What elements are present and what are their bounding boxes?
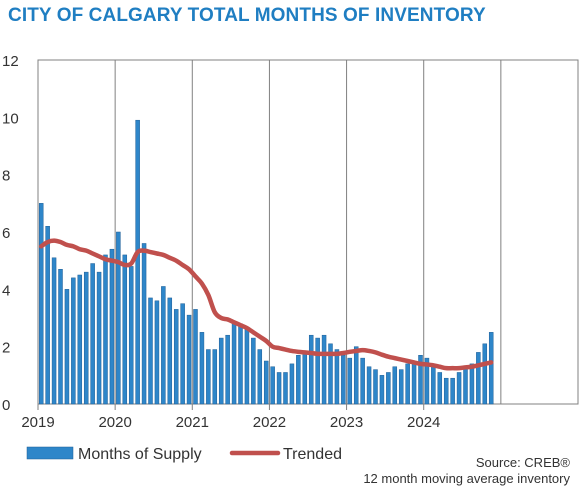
bar xyxy=(302,352,308,405)
bar xyxy=(218,337,224,405)
bar xyxy=(96,271,102,405)
bar xyxy=(90,263,95,405)
bar xyxy=(392,366,398,405)
bar xyxy=(77,274,83,405)
bar xyxy=(386,372,391,405)
bar xyxy=(128,266,134,405)
bar xyxy=(443,377,449,405)
bar xyxy=(431,366,436,405)
bar xyxy=(469,363,475,405)
bar xyxy=(225,334,230,405)
bar xyxy=(231,323,237,405)
legend-swatch-months-of-supply xyxy=(26,446,74,460)
trend-line xyxy=(38,238,494,371)
bar xyxy=(456,372,462,405)
bar xyxy=(251,337,256,405)
source-credit: Source: CREB® xyxy=(475,455,570,470)
bar xyxy=(167,297,173,405)
bar-series xyxy=(38,119,494,405)
bar xyxy=(58,269,63,405)
bar xyxy=(161,286,166,405)
bar xyxy=(206,349,211,405)
bar xyxy=(379,375,385,405)
y-tick-label: 10 xyxy=(2,110,19,127)
bar xyxy=(450,377,455,405)
source-note: 12 month moving average inventory xyxy=(363,471,570,486)
bar xyxy=(405,363,410,405)
legend-label-months-of-supply: Months of Supply xyxy=(78,446,202,463)
bar xyxy=(296,355,301,405)
plot-frame xyxy=(37,59,579,405)
bar xyxy=(463,366,468,405)
y-tick-label: 6 xyxy=(2,225,10,242)
bar xyxy=(141,243,147,405)
bar xyxy=(482,343,488,405)
x-tick-label: 2023 xyxy=(330,414,363,431)
x-tick-label: 2021 xyxy=(176,414,209,431)
bar xyxy=(244,329,250,405)
bar xyxy=(289,363,295,405)
bar xyxy=(45,226,50,405)
bar xyxy=(411,363,417,405)
legend: Months of Supply Trended xyxy=(26,446,342,463)
x-tick-label: 2022 xyxy=(253,414,286,431)
bar xyxy=(366,366,372,405)
bar xyxy=(270,366,275,405)
bar xyxy=(193,309,198,405)
bar xyxy=(199,332,205,405)
bar xyxy=(71,277,76,405)
x-tick-label: 2019 xyxy=(21,414,54,431)
bar xyxy=(328,343,333,405)
bar xyxy=(186,314,192,405)
bar xyxy=(315,337,320,405)
x-tick-label: 2024 xyxy=(407,414,440,431)
y-tick-label: 12 xyxy=(2,53,19,70)
bar xyxy=(347,357,353,405)
bar xyxy=(212,349,218,405)
bar xyxy=(122,254,128,405)
grid-layer xyxy=(37,59,579,405)
bar xyxy=(38,203,44,405)
bar xyxy=(373,369,378,405)
bar xyxy=(341,355,346,405)
bar xyxy=(148,297,153,405)
bar xyxy=(437,372,443,405)
bar xyxy=(64,289,70,405)
y-tick-label: 8 xyxy=(2,168,10,185)
bar xyxy=(321,334,327,405)
bar xyxy=(51,257,57,405)
bar xyxy=(263,360,269,405)
y-tick-label: 2 xyxy=(2,340,10,357)
x-tick-label: 2020 xyxy=(98,414,131,431)
bar xyxy=(257,349,263,405)
bar xyxy=(154,300,160,405)
bar xyxy=(109,248,115,405)
bar xyxy=(173,309,179,405)
legend-label-trended: Trended xyxy=(283,446,342,463)
bar xyxy=(83,271,89,405)
bar xyxy=(238,323,243,405)
bar xyxy=(360,357,365,405)
bar xyxy=(353,346,359,405)
bar xyxy=(180,303,185,405)
bar xyxy=(116,231,121,405)
bar xyxy=(135,119,140,405)
bar xyxy=(488,332,494,405)
bar xyxy=(276,372,282,405)
y-tick-label: 4 xyxy=(2,282,10,299)
bar xyxy=(424,357,430,405)
chart-title: CITY OF CALGARY TOTAL MONTHS OF INVENTOR… xyxy=(8,5,486,26)
bar xyxy=(308,334,314,405)
bar xyxy=(334,349,340,405)
bar xyxy=(283,372,288,405)
bar xyxy=(476,352,481,405)
bar xyxy=(398,369,404,405)
trend-series xyxy=(38,238,494,371)
axis-layer: 0 2 4 6 8 10 12 2019 2020 2021 2022 2023 2024 xyxy=(2,53,440,431)
y-tick-label: 0 xyxy=(2,397,10,414)
bar xyxy=(418,355,423,405)
bar xyxy=(103,254,108,405)
